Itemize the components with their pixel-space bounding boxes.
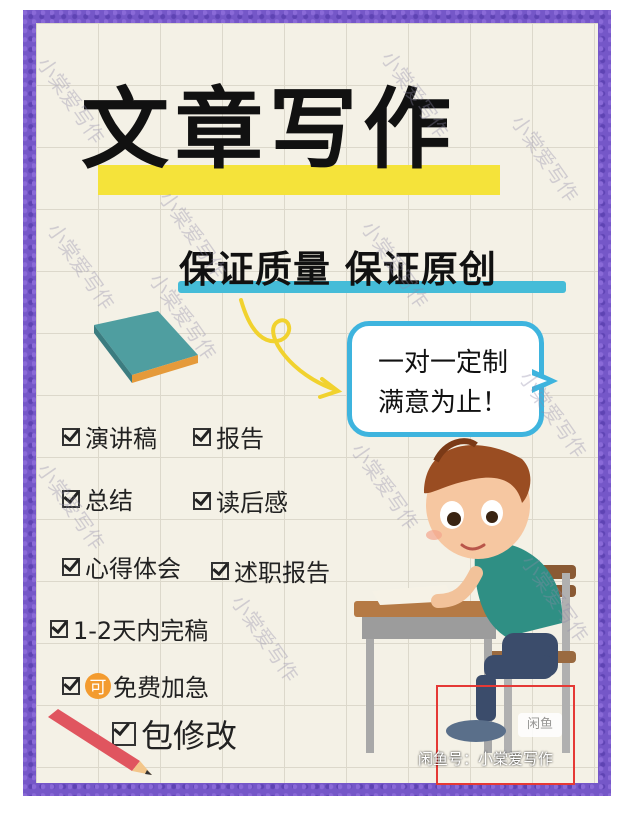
badge-icon: 可 <box>85 672 111 699</box>
checkbox-icon <box>62 557 80 576</box>
checkbox-icon <box>211 561 229 580</box>
checkbox-icon <box>62 676 80 695</box>
poster-subtitle: 保证质量 保证原创 <box>179 248 497 291</box>
feature-item: 心得体会 <box>62 549 181 584</box>
checkbox-icon <box>193 427 211 446</box>
feature-label: 心得体会 <box>85 555 181 583</box>
feature-item: 读后感 <box>193 483 288 518</box>
title-highlight <box>98 165 500 195</box>
pencil-illustration <box>48 709 152 775</box>
checkbox-icon <box>112 722 136 746</box>
checkbox-icon <box>62 489 80 508</box>
student-illustration <box>354 438 576 753</box>
bubble-line-1: 一对一定制 <box>378 348 509 378</box>
book-illustration <box>94 311 198 383</box>
xianyu-logo: 闲鱼 <box>518 713 562 737</box>
bubble-tail-inner <box>529 374 547 388</box>
feature-label: 1-2天内完稿 <box>73 617 209 645</box>
subtitle-underline <box>178 281 566 293</box>
speech-bubble: 一对一定制 满意为止！ <box>347 321 544 437</box>
feature-item: 报告 <box>193 419 264 454</box>
feature-label: 演讲稿 <box>85 425 157 453</box>
watermark: 小棠爱写作 <box>42 218 120 315</box>
checkbox-icon <box>50 619 68 638</box>
feature-label: 包修改 <box>141 717 238 755</box>
feature-label: 总结 <box>85 487 133 515</box>
checkbox-icon <box>193 491 211 510</box>
feature-label: 免费加急 <box>113 674 209 702</box>
feature-item: 述职报告 <box>211 553 330 588</box>
feature-item: 包修改 <box>112 711 237 757</box>
feature-item: 演讲稿 <box>62 419 157 454</box>
checkbox-icon <box>62 427 80 446</box>
feature-label: 报告 <box>216 425 264 453</box>
watermark: 小棠爱写作 <box>226 590 304 687</box>
feature-label: 述职报告 <box>234 559 330 587</box>
watermark: 小棠爱写作 <box>506 110 584 207</box>
bubble-line-2: 满意为止！ <box>378 388 509 418</box>
feature-item: 总结 <box>62 481 133 516</box>
poster-canvas: 文章写作 保证质量 保证原创 一对一定制 满意为止！ 演讲稿 报告 <box>36 23 598 783</box>
feature-item: 可 免费加急 <box>62 668 209 703</box>
poster-title: 文章写作 <box>81 78 458 181</box>
highlight-box <box>436 685 575 785</box>
arrow-doodle <box>239 298 343 399</box>
account-caption: 闲鱼号：小棠爱写作 <box>418 750 554 768</box>
feature-item: 1-2天内完稿 <box>50 611 208 646</box>
poster-frame: 文章写作 保证质量 保证原创 一对一定制 满意为止！ 演讲稿 报告 <box>23 10 611 796</box>
feature-label: 读后感 <box>216 489 288 517</box>
